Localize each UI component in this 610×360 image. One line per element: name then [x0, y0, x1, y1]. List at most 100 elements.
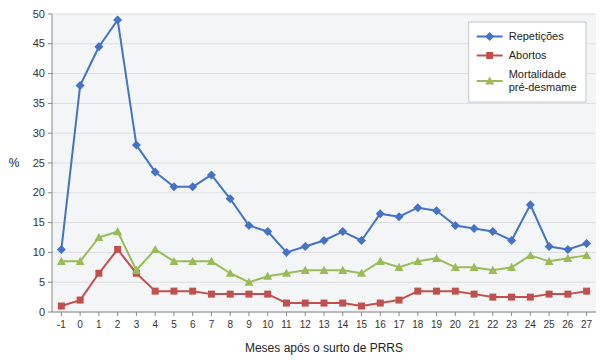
point	[320, 236, 329, 245]
legend-label: Repetições	[509, 30, 565, 42]
point	[263, 272, 272, 280]
point	[582, 239, 591, 248]
x-tick	[80, 312, 81, 316]
x-tick	[417, 312, 418, 316]
data	[57, 15, 591, 309]
x-axis: -101234567891011121314151617181920212223…	[52, 312, 596, 330]
x-tick	[399, 312, 400, 316]
x-tick-label: 12	[300, 319, 312, 330]
x-tick	[286, 312, 287, 316]
point	[395, 263, 404, 271]
point	[114, 246, 121, 253]
point	[488, 227, 497, 236]
point	[226, 194, 235, 203]
x-tick-label: 15	[356, 319, 368, 330]
point	[302, 300, 309, 307]
y-tick-label: 25	[33, 157, 45, 169]
x-tick	[380, 312, 381, 316]
point	[188, 257, 197, 265]
point	[283, 300, 290, 307]
y-tick	[48, 222, 52, 223]
point	[583, 288, 590, 295]
point	[507, 236, 516, 245]
point	[77, 297, 84, 304]
y-tick	[48, 43, 52, 44]
plot-area	[52, 14, 596, 312]
point	[189, 288, 196, 295]
point	[357, 269, 366, 277]
point	[244, 278, 253, 286]
point	[526, 251, 535, 259]
point	[358, 303, 365, 310]
x-tick-label: 11	[281, 319, 292, 330]
point	[413, 257, 422, 265]
line	[61, 249, 586, 306]
x-tick-label: 25	[544, 319, 556, 330]
x-tick-label: 13	[318, 319, 330, 330]
y-tick	[48, 312, 52, 313]
x-tick-label: 8	[227, 319, 233, 330]
point	[207, 170, 216, 179]
point	[546, 291, 553, 298]
chart: 05101520253035404550-1012345678910111213…	[0, 0, 610, 360]
legend: Repetições Abortos Mortalidadepré-desmame	[469, 22, 586, 102]
series	[57, 15, 591, 256]
y-tick	[48, 73, 52, 74]
y-axis: 05101520253035404550	[33, 8, 52, 318]
x-axis-label: Meses após o surto de PRRS	[245, 341, 403, 355]
x-tick-label: 9	[246, 319, 252, 330]
point	[320, 266, 329, 274]
x-tick	[155, 312, 156, 316]
legend-label: Mortalidadepré-desmame	[509, 68, 577, 93]
point	[545, 242, 554, 251]
point	[188, 182, 197, 191]
y-tick-label: 0	[39, 306, 45, 318]
point	[451, 221, 460, 230]
point	[170, 288, 177, 295]
point	[282, 248, 291, 257]
legend-marker	[485, 77, 494, 85]
y-tick-label: 15	[33, 216, 45, 228]
x-tick-label: 18	[412, 319, 424, 330]
point	[452, 288, 459, 295]
point	[339, 300, 346, 307]
y-tick-label: 45	[33, 37, 45, 49]
x-tick-label: 14	[337, 319, 349, 330]
x-tick-label: 23	[506, 319, 518, 330]
point	[582, 251, 591, 259]
point	[227, 291, 234, 298]
point	[376, 257, 385, 265]
line	[61, 232, 586, 283]
y-tick	[48, 133, 52, 134]
x-tick	[492, 312, 493, 316]
legend-label: Abortos	[509, 49, 547, 61]
x-tick-label: 10	[262, 319, 274, 330]
grid-line	[52, 163, 596, 164]
point	[301, 242, 310, 251]
series	[57, 227, 591, 286]
y-tick	[48, 14, 52, 15]
point	[432, 254, 441, 262]
point	[282, 269, 291, 277]
point	[489, 294, 496, 301]
point	[132, 266, 141, 274]
x-tick	[436, 312, 437, 316]
point	[564, 291, 571, 298]
x-tick-label: 27	[581, 319, 593, 330]
x-tick-label: -1	[57, 319, 66, 330]
point	[95, 270, 102, 277]
point	[245, 291, 252, 298]
x-tick-label: 24	[525, 319, 537, 330]
point	[169, 257, 178, 265]
x-tick-label: 0	[77, 319, 83, 330]
point	[470, 224, 479, 233]
y-tick-label: 10	[33, 246, 45, 258]
x-tick	[549, 312, 550, 316]
x-tick-label: 22	[487, 319, 499, 330]
point	[208, 291, 215, 298]
point	[152, 288, 159, 295]
x-tick-label: 5	[171, 319, 177, 330]
series	[58, 246, 590, 310]
y-axis-line	[52, 14, 53, 312]
point	[488, 266, 497, 274]
